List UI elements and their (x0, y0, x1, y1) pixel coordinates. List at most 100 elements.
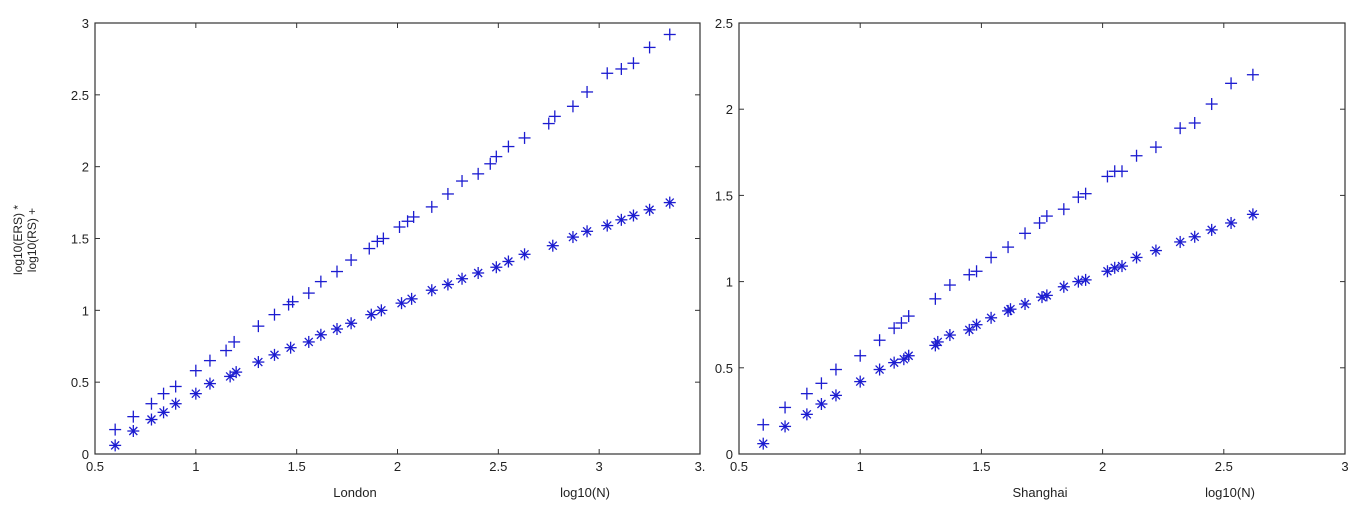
london-axes-box (94, 22, 701, 455)
data-point (472, 167, 485, 180)
data-point (779, 401, 792, 414)
data-point (931, 335, 944, 348)
data-point (363, 242, 376, 255)
data-point (203, 354, 216, 367)
london-x-tick-label: 2.5 (489, 459, 507, 474)
data-point (663, 196, 676, 209)
london-x-tick-label: 1.5 (288, 459, 306, 474)
london-y-tick-label: 1 (82, 303, 89, 318)
data-point (1115, 260, 1128, 273)
data-point (345, 254, 358, 267)
shanghai-x-tick-label: 1.5 (972, 459, 990, 474)
data-point (985, 311, 998, 324)
data-point (566, 231, 579, 244)
data-point (888, 356, 901, 369)
data-point (566, 100, 579, 113)
data-point (284, 341, 297, 354)
london-y-tick-label: 0 (82, 447, 89, 462)
data-point (1072, 275, 1085, 288)
data-point (1019, 298, 1032, 311)
data-point (189, 364, 202, 377)
shanghai-y-tick-label: 2.5 (715, 16, 733, 31)
data-point (873, 363, 886, 376)
data-point (127, 425, 140, 438)
shanghai-x-tick-label: 1 (857, 459, 864, 474)
london-x-axis-label: log10(N) (560, 485, 610, 500)
data-point (643, 203, 656, 216)
data-point (441, 187, 454, 200)
data-point (1225, 216, 1238, 229)
data-point (365, 308, 378, 321)
data-point (1036, 291, 1048, 304)
data-point (230, 366, 243, 379)
data-point (970, 265, 983, 278)
data-point (902, 310, 915, 323)
data-point (800, 387, 813, 400)
london-series-ers (109, 196, 676, 452)
data-point (1108, 261, 1121, 274)
data-point (1130, 251, 1143, 264)
data-point (1174, 235, 1187, 248)
data-point (1188, 230, 1201, 243)
data-point (985, 251, 998, 264)
data-point (157, 387, 170, 400)
data-point (542, 117, 555, 130)
data-point (895, 316, 908, 329)
data-point (943, 279, 956, 292)
data-point (331, 323, 343, 336)
shanghai-caption: Shanghai (1013, 485, 1068, 500)
data-point (963, 323, 976, 336)
shanghai-y-tick-label: 1.5 (715, 188, 733, 203)
data-point (854, 349, 867, 362)
data-point (1101, 265, 1114, 278)
data-point (314, 275, 327, 288)
data-point (127, 410, 140, 423)
data-point (109, 423, 122, 436)
data-point (1188, 116, 1201, 129)
data-point (169, 397, 182, 410)
data-point (1205, 223, 1218, 236)
data-point (1040, 210, 1053, 223)
data-point (220, 344, 233, 357)
shanghai-plot: Shanghai log10(N) 0.5 1 1.5 2 2.5 300.511.522… (715, 16, 1349, 500)
data-point (615, 62, 628, 75)
data-point (800, 408, 813, 421)
data-point (1205, 98, 1218, 111)
data-point (302, 287, 315, 300)
data-point (395, 297, 408, 310)
london-series-rs (109, 28, 676, 436)
data-point (970, 318, 983, 331)
data-point (627, 57, 640, 70)
data-point (829, 363, 842, 376)
data-point (1174, 122, 1187, 135)
shanghai-x-tick-label: 0.5 (730, 459, 748, 474)
data-point (145, 397, 158, 410)
data-point (546, 239, 559, 252)
london-x-tick-label: 3 (596, 459, 603, 474)
data-point (929, 292, 942, 305)
data-point (169, 380, 182, 393)
data-point (425, 200, 438, 213)
london-y-tick-label: 1.5 (71, 232, 89, 247)
data-point (943, 329, 956, 342)
data-point (425, 284, 438, 297)
data-point (1040, 289, 1053, 302)
data-point (331, 265, 343, 278)
data-point (1246, 68, 1259, 81)
data-point (854, 375, 867, 388)
shanghai-x-tick-label: 2.5 (1215, 459, 1233, 474)
data-point (581, 225, 594, 238)
data-point (377, 232, 390, 245)
data-point (1149, 141, 1162, 154)
shanghai-x-axis-label: log10(N) (1205, 485, 1255, 500)
shanghai-x-tick-label: 2 (1099, 459, 1106, 474)
data-point (829, 389, 842, 402)
data-point (1057, 280, 1070, 293)
data-point (405, 292, 418, 305)
london-x-tick-label: 2 (394, 459, 401, 474)
shanghai-y-tick-label: 0.5 (715, 361, 733, 376)
data-point (902, 349, 915, 362)
data-point (375, 304, 388, 317)
data-point (345, 317, 358, 330)
shanghai-y-tick-label: 1 (726, 275, 733, 290)
